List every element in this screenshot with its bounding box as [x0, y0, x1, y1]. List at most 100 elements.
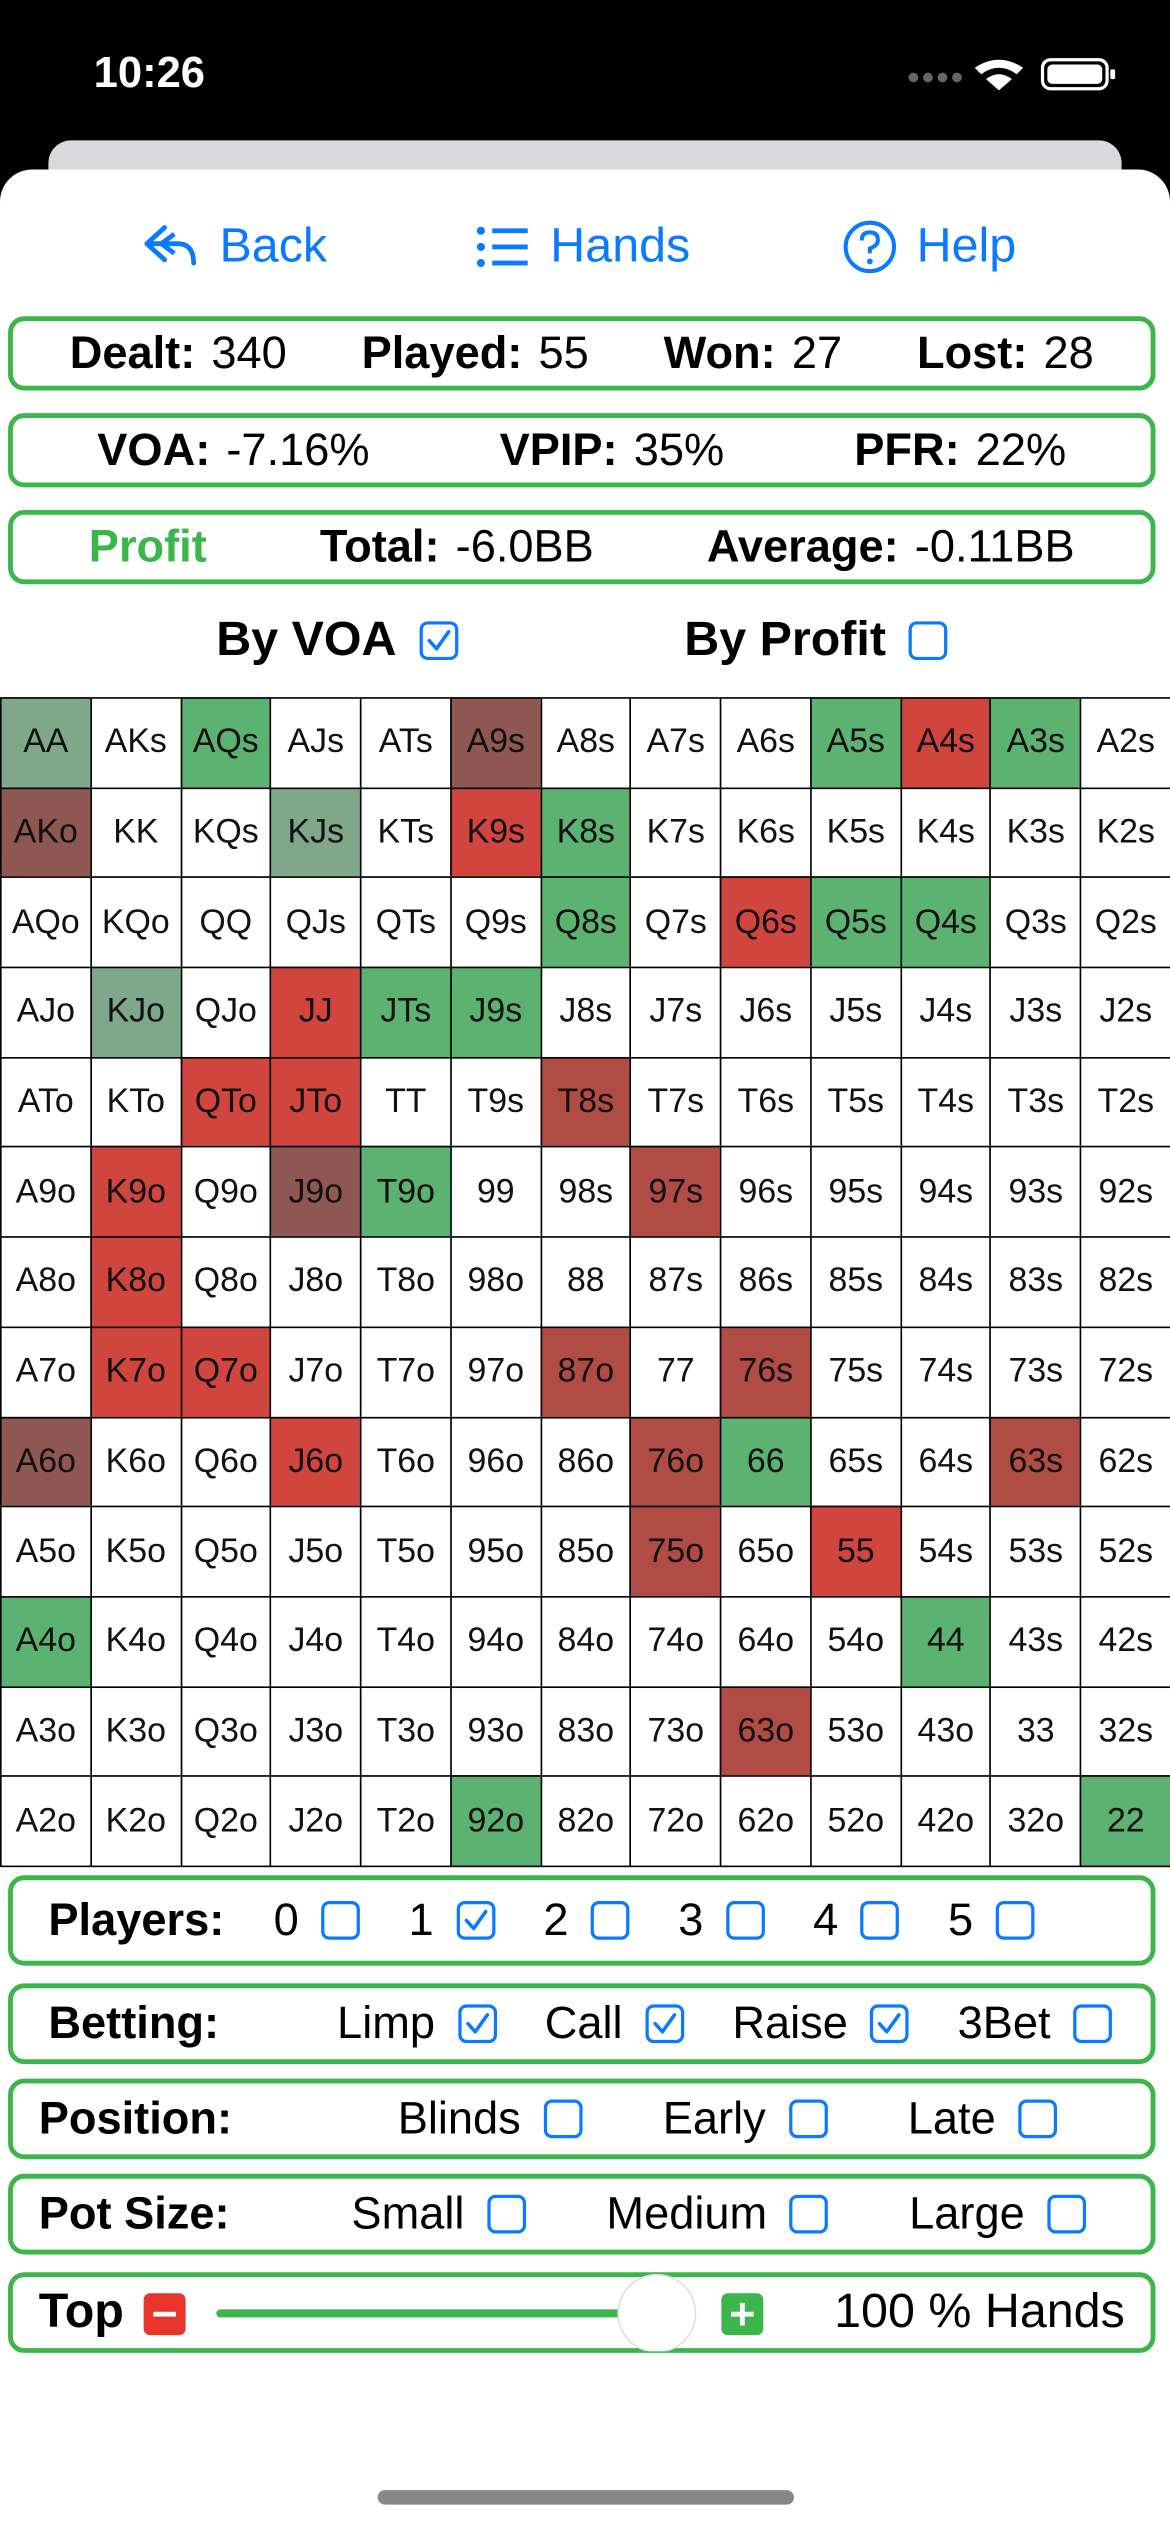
hand-cell[interactable]: K5o [89, 1506, 182, 1598]
checkbox[interactable] [487, 2194, 526, 2234]
hand-cell[interactable]: 84s [899, 1236, 992, 1328]
hand-cell[interactable]: A9o [0, 1146, 92, 1239]
hand-cell[interactable]: T5o [359, 1506, 452, 1598]
hand-cell[interactable]: 76o [629, 1416, 722, 1508]
hand-cell[interactable]: 75o [629, 1506, 722, 1598]
hand-cell[interactable]: A5s [810, 697, 902, 789]
checkbox[interactable] [1047, 2194, 1087, 2234]
hand-cell[interactable]: T9o [359, 1146, 452, 1239]
hand-cell[interactable]: ATs [359, 697, 452, 789]
hand-cell[interactable]: 87o [539, 1326, 632, 1418]
hand-cell[interactable]: K8s [539, 787, 632, 879]
filter-option[interactable]: Call [545, 1998, 684, 2050]
hand-cell[interactable]: Q6o [179, 1416, 272, 1508]
hand-cell[interactable]: A9s [449, 697, 542, 789]
hand-cell[interactable]: J6o [269, 1416, 362, 1508]
filter-option[interactable]: Late [908, 2093, 1058, 2145]
hand-cell[interactable]: 82o [539, 1775, 632, 1868]
filter-option[interactable]: Limp [337, 1998, 497, 2050]
hand-cell[interactable]: 62s [1079, 1416, 1170, 1508]
hand-cell[interactable]: T4o [359, 1595, 452, 1688]
hand-cell[interactable]: J5o [269, 1506, 362, 1598]
hand-cell[interactable]: 73s [989, 1326, 1082, 1418]
hand-cell[interactable]: 32s [1079, 1685, 1170, 1778]
hand-cell[interactable]: 53o [810, 1685, 902, 1778]
sort-toggle[interactable]: By VOA [216, 613, 458, 668]
hand-cell[interactable]: A7s [629, 697, 722, 789]
hand-cell[interactable]: KJs [269, 787, 362, 879]
hand-cell[interactable]: AKs [89, 697, 182, 789]
hand-cell[interactable]: K6o [89, 1416, 182, 1508]
nav-button[interactable]: Hands [476, 215, 690, 280]
hand-cell[interactable]: 83o [539, 1685, 632, 1778]
hand-cell[interactable]: T8o [359, 1236, 452, 1328]
hand-cell[interactable]: TT [359, 1056, 452, 1149]
filter-option[interactable]: Raise [732, 1998, 910, 2050]
hand-cell[interactable]: Q5s [810, 876, 902, 969]
hand-cell[interactable]: 97o [449, 1326, 542, 1418]
hand-cell[interactable]: QJo [179, 966, 272, 1059]
nav-button[interactable]: Help [842, 215, 1016, 280]
hand-cell[interactable]: K8o [89, 1236, 182, 1328]
hand-cell[interactable]: 64s [899, 1416, 992, 1508]
hand-cell[interactable]: KJo [89, 966, 182, 1059]
hand-cell[interactable]: 94o [449, 1595, 542, 1688]
hand-cell[interactable]: A8s [539, 697, 632, 789]
hand-cell[interactable]: 95o [449, 1506, 542, 1598]
hand-cell[interactable]: K3o [89, 1685, 182, 1778]
hand-cell[interactable]: JTs [359, 966, 452, 1059]
hand-cell[interactable]: A7o [0, 1326, 92, 1418]
checkbox[interactable] [870, 2004, 910, 2044]
hand-cell[interactable]: T4s [899, 1056, 992, 1149]
hand-cell[interactable]: 42o [899, 1775, 992, 1868]
hand-cell[interactable]: 85o [539, 1506, 632, 1598]
hand-cell[interactable]: 86s [719, 1236, 812, 1328]
hand-cell[interactable]: QQ [179, 876, 272, 969]
hand-cell[interactable]: K7s [629, 787, 722, 879]
hand-cell[interactable]: J9o [269, 1146, 362, 1239]
hand-cell[interactable]: 93o [449, 1685, 542, 1778]
hand-cell[interactable]: K6s [719, 787, 812, 879]
hand-cell[interactable]: AKo [0, 787, 92, 879]
filter-option[interactable]: 1 [408, 1895, 495, 1947]
hand-cell[interactable]: QTs [359, 876, 452, 969]
hand-cell[interactable]: Q8s [539, 876, 632, 969]
checkbox[interactable] [591, 1901, 630, 1940]
hand-cell[interactable]: 65s [810, 1416, 902, 1508]
hand-cell[interactable]: J6s [719, 966, 812, 1059]
checkbox[interactable] [645, 2004, 684, 2044]
hand-cell[interactable]: Q8o [179, 1236, 272, 1328]
hand-cell[interactable]: T7o [359, 1326, 452, 1418]
hand-cell[interactable]: J9s [449, 966, 542, 1059]
hand-cell[interactable]: 75s [810, 1326, 902, 1418]
hand-cell[interactable]: 66 [719, 1416, 812, 1508]
hand-cell[interactable]: A2s [1079, 697, 1170, 789]
hand-cell[interactable]: 55 [810, 1506, 902, 1598]
hand-cell[interactable]: AJs [269, 697, 362, 789]
hand-cell[interactable]: KTs [359, 787, 452, 879]
hand-cell[interactable]: 33 [989, 1685, 1082, 1778]
hand-cell[interactable]: 95s [810, 1146, 902, 1239]
hand-cell[interactable]: 82s [1079, 1236, 1170, 1328]
hand-cell[interactable]: J8s [539, 966, 632, 1059]
hand-cell[interactable]: 96s [719, 1146, 812, 1239]
hand-cell[interactable]: Q6s [719, 876, 812, 969]
filter-option[interactable]: 4 [813, 1895, 900, 1947]
hand-cell[interactable]: 86o [539, 1416, 632, 1508]
hand-cell[interactable]: AQo [0, 876, 92, 969]
slider-thumb[interactable] [616, 2273, 696, 2352]
checkbox[interactable] [543, 2099, 583, 2139]
hand-cell[interactable]: Q4o [179, 1595, 272, 1688]
hand-cell[interactable]: K7o [89, 1326, 182, 1418]
hand-cell[interactable]: 93s [989, 1146, 1082, 1239]
hand-cell[interactable]: 72s [1079, 1326, 1170, 1418]
hand-cell[interactable]: 84o [539, 1595, 632, 1688]
hand-cell[interactable]: T8s [539, 1056, 632, 1149]
hand-cell[interactable]: A3o [0, 1685, 92, 1778]
hand-cell[interactable]: 98o [449, 1236, 542, 1328]
hand-cell[interactable]: T6o [359, 1416, 452, 1508]
checkbox[interactable] [995, 1901, 1035, 1940]
hand-cell[interactable]: T3o [359, 1685, 452, 1778]
hand-cell[interactable]: 62o [719, 1775, 812, 1868]
checkbox[interactable] [725, 1901, 765, 1940]
